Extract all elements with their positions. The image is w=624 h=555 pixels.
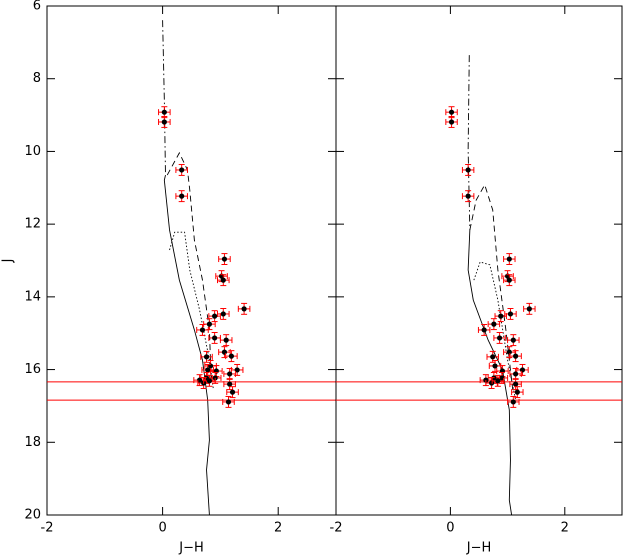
isochrone <box>163 174 210 516</box>
point <box>496 335 503 341</box>
x-tick-label: 0 <box>158 521 166 536</box>
point <box>507 311 514 317</box>
point <box>513 371 519 377</box>
x-tick-label: -2 <box>41 521 54 536</box>
point <box>161 109 167 115</box>
point <box>203 354 210 360</box>
y-tick-label: 20 <box>24 508 41 523</box>
y-axis-label: J <box>1 259 16 264</box>
point <box>199 327 206 333</box>
point <box>506 256 512 262</box>
point <box>227 381 233 387</box>
isochrone <box>467 55 471 230</box>
y-tick-label: 10 <box>24 144 41 159</box>
x-tick-label: -2 <box>330 521 343 536</box>
point <box>225 399 232 405</box>
plot-frame <box>335 5 623 516</box>
point <box>448 109 455 115</box>
point <box>498 313 504 319</box>
point <box>221 256 228 262</box>
point <box>220 277 226 283</box>
y-tick-label: 18 <box>24 435 41 450</box>
point <box>519 367 526 373</box>
point <box>448 119 455 125</box>
x-axis-label: J−H <box>178 541 204 555</box>
y-tick-label: 6 <box>33 0 41 14</box>
isochrone <box>469 183 514 390</box>
x-tick-label: 2 <box>561 521 569 536</box>
point <box>513 353 519 359</box>
isochrone <box>473 261 517 401</box>
isochrone <box>467 229 513 516</box>
point <box>228 353 234 359</box>
point <box>212 313 218 319</box>
point <box>465 167 471 173</box>
point <box>179 193 185 199</box>
y-tick-label: 14 <box>24 289 41 304</box>
point <box>491 321 497 327</box>
point <box>179 167 185 173</box>
point <box>241 306 247 312</box>
point <box>514 389 520 395</box>
y-tick-label: 16 <box>24 362 41 377</box>
x-tick-label: 2 <box>274 521 282 536</box>
point <box>513 381 519 387</box>
point <box>506 349 512 355</box>
point <box>481 327 487 333</box>
y-tick-label: 8 <box>33 71 41 86</box>
point <box>229 389 236 395</box>
plot-frame <box>46 5 337 516</box>
x-axis-label: J−H <box>466 541 492 555</box>
point <box>492 363 498 369</box>
point <box>490 354 496 360</box>
x-tick-label: 0 <box>446 521 454 536</box>
point <box>465 193 471 199</box>
point <box>510 399 516 405</box>
point <box>161 119 167 125</box>
point <box>220 311 226 317</box>
point <box>227 371 233 377</box>
point <box>206 321 213 327</box>
point <box>212 335 218 341</box>
point <box>526 306 532 312</box>
point <box>205 367 211 373</box>
point <box>510 337 516 343</box>
point <box>223 337 229 343</box>
point <box>488 380 495 386</box>
point <box>495 378 501 384</box>
point <box>206 378 213 384</box>
isochrone <box>162 20 166 176</box>
y-tick-label: 12 <box>24 217 41 232</box>
point <box>221 349 228 355</box>
point <box>506 277 512 283</box>
